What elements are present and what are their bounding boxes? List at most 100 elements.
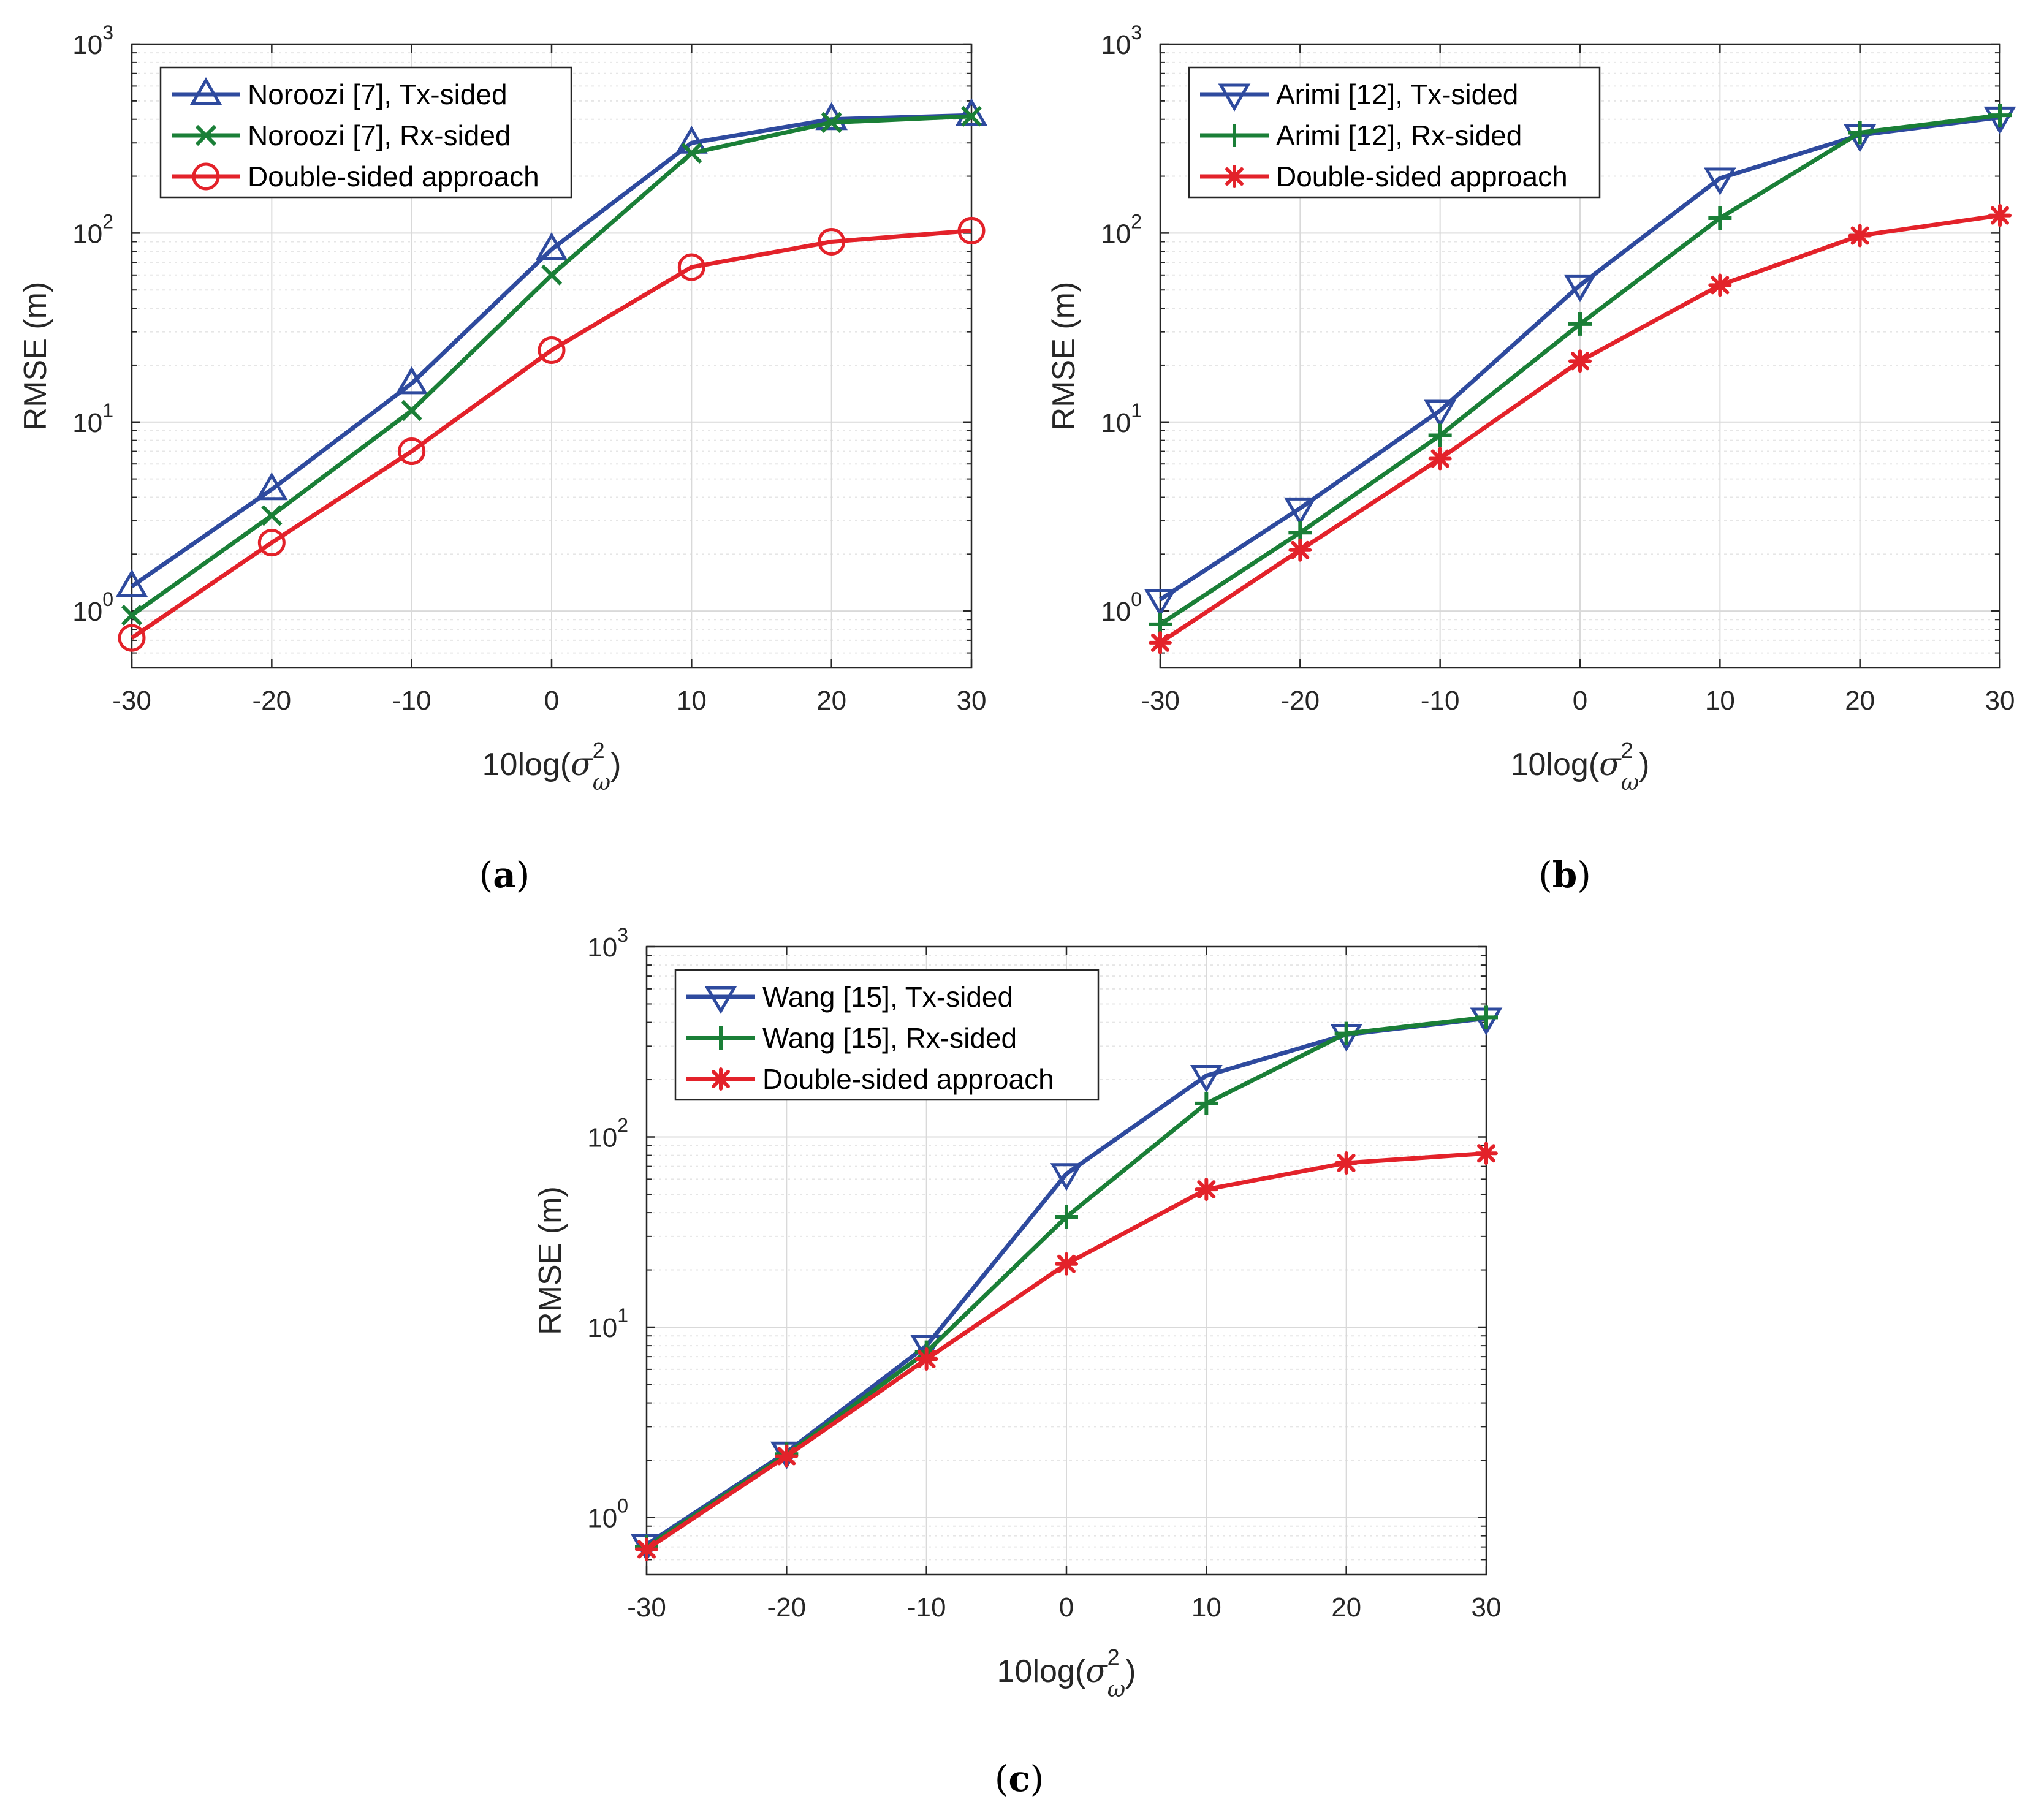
legend-label: Noroozi [7], Tx-sided [248,78,507,110]
data-point [677,253,705,281]
y-axis-label: RMSE (m) [533,1186,568,1335]
y-tick-label: 101 [587,1304,628,1343]
y-tick-exponent: 0 [617,1495,628,1517]
series-2 [121,105,982,626]
legend-marker [1218,83,1251,112]
legend-marker [709,1026,732,1050]
series-line [131,228,972,640]
data-point [1703,167,1736,195]
y-tick-base: 10 [72,597,102,627]
y-tick-base: 10 [1101,597,1131,627]
x-label-superscript: 2 [1621,738,1633,763]
x-label-text: 10log( [997,1654,1086,1689]
data-point [395,366,428,395]
data-point [960,105,982,127]
data-point [118,624,146,652]
y-tick-exponent: 2 [1131,210,1142,232]
legend-label: Double-sided approach [762,1063,1054,1095]
y-tick-base: 10 [72,408,102,438]
data-point [818,227,846,256]
y-tick-base: 10 [1101,30,1131,60]
x-label-subscript: ω [1621,770,1639,795]
data-point [635,1537,658,1561]
x-tick-label: 10 [1191,1592,1221,1623]
data-point [115,569,148,597]
caption-letter: a [493,854,516,896]
data-point [535,232,568,260]
data-point [1563,274,1597,303]
x-axis-label: 10log(σ2 ω) [997,1645,1136,1702]
y-tick-exponent: 0 [102,588,113,610]
x-tick-label: 20 [1331,1592,1361,1623]
data-point [1055,1205,1078,1229]
data-point [257,529,286,557]
data-point [1568,312,1592,336]
data-point [1475,1142,1498,1165]
legend-label: Arimi [12], Tx-sided [1276,78,1518,110]
caption-letter: c [1008,1758,1030,1800]
x-tick-label: 20 [816,686,846,716]
x-label-text: 10log( [482,747,571,782]
data-point [255,472,288,501]
data-point [1283,497,1316,526]
x-tick-label: 0 [1059,1592,1074,1623]
data-point [398,437,426,466]
legend: Wang [15], Tx-sided Wang [15], Rx-sided Do… [674,969,1100,1101]
x-tick-label: -30 [627,1592,666,1623]
x-label-superscript: 2 [593,738,605,763]
legend-marker [704,986,737,1014]
y-tick-exponent: 1 [102,399,113,422]
legend: Arimi [12], Tx-sided Arimi [12], Rx-sided… [1188,66,1601,199]
data-point [1708,206,1732,230]
x-label-subscript: ω [593,770,610,795]
data-point [1050,1163,1083,1191]
data-point [1708,273,1732,297]
legend-label: Noroozi [7], Rx-sided [248,119,511,151]
y-tick-exponent: 3 [102,21,113,44]
x-label-superscript: 2 [1107,1645,1120,1670]
series-3 [635,1142,1498,1561]
data-point [261,505,283,526]
caption-paren: ) [516,854,530,896]
data-point [1475,1005,1498,1029]
panel-caption: (b) [1538,854,1591,896]
caption-paren: ( [995,1758,1009,1800]
x-tick-label: 30 [1985,686,2015,716]
x-label-text: 10log( [1511,747,1600,782]
y-tick-label: 102 [1101,210,1142,249]
legend-marker [1223,165,1246,188]
legend-label: Arimi [12], Rx-sided [1276,119,1522,151]
data-point [1195,1178,1218,1202]
x-tick-label: -20 [767,1592,807,1623]
x-label-sigma: σ [571,746,593,783]
data-point [541,264,563,286]
data-point [681,142,702,164]
data-point [775,1444,799,1468]
panel-caption: (a) [479,854,530,896]
legend-label: Wang [15], Rx-sided [762,1022,1017,1054]
data-point [1988,104,2012,127]
legend-marker [1223,124,1246,147]
data-point [821,112,842,133]
data-point [121,604,143,626]
y-axis-label: RMSE (m) [1046,282,1082,431]
data-point [1334,1021,1358,1045]
y-tick-label: 100 [587,1495,628,1534]
data-point [914,1347,938,1371]
caption-letter: b [1552,854,1578,896]
caption-paren: ( [479,854,493,896]
data-point [538,336,566,365]
series-3 [118,216,986,652]
legend-label: Double-sided approach [1276,161,1568,192]
x-label-close: ) [1639,747,1649,782]
data-point [1149,630,1172,654]
y-axis-label: RMSE (m) [18,282,53,431]
y-tick-exponent: 2 [617,1115,628,1137]
y-tick-base: 10 [72,30,102,60]
data-point [957,216,986,244]
data-point [1195,1091,1218,1115]
x-tick-label: 0 [544,686,559,716]
data-point [1848,121,1872,145]
